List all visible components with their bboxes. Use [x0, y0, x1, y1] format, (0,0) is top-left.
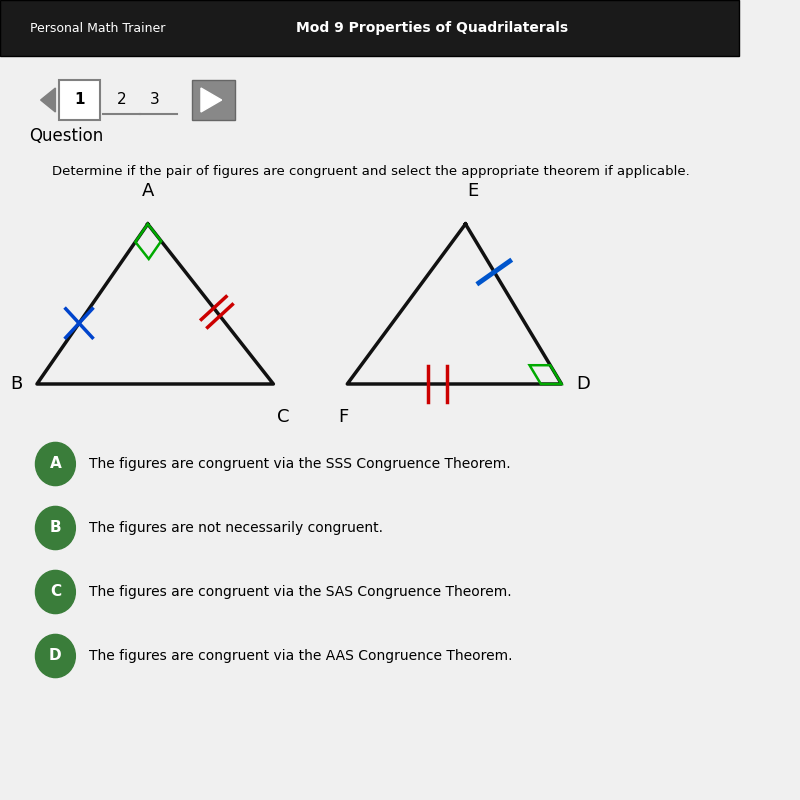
- Text: Personal Math Trainer: Personal Math Trainer: [30, 22, 165, 34]
- Text: A: A: [142, 182, 154, 200]
- Polygon shape: [201, 88, 222, 112]
- Text: 1: 1: [74, 93, 85, 107]
- Text: Question: Question: [30, 127, 104, 145]
- Text: The figures are not necessarily congruent.: The figures are not necessarily congruen…: [89, 521, 382, 535]
- Text: 3: 3: [150, 93, 160, 107]
- Text: A: A: [50, 457, 62, 471]
- Text: D: D: [576, 375, 590, 393]
- Text: C: C: [277, 408, 290, 426]
- Text: The figures are congruent via the SSS Congruence Theorem.: The figures are congruent via the SSS Co…: [89, 457, 510, 471]
- Text: 2: 2: [117, 93, 126, 107]
- Circle shape: [35, 442, 75, 486]
- Text: F: F: [338, 408, 349, 426]
- Text: The figures are congruent via the SAS Congruence Theorem.: The figures are congruent via the SAS Co…: [89, 585, 511, 599]
- Circle shape: [35, 570, 75, 614]
- FancyBboxPatch shape: [192, 80, 235, 120]
- FancyBboxPatch shape: [0, 0, 739, 56]
- Polygon shape: [41, 88, 55, 112]
- Text: D: D: [49, 649, 62, 663]
- Text: Mod 9 Properties of Quadrilaterals: Mod 9 Properties of Quadrilaterals: [295, 21, 568, 35]
- Text: E: E: [467, 182, 478, 200]
- Text: C: C: [50, 585, 61, 599]
- Text: The figures are congruent via the AAS Congruence Theorem.: The figures are congruent via the AAS Co…: [89, 649, 512, 663]
- Text: B: B: [10, 375, 22, 393]
- Text: Determine if the pair of figures are congruent and select the appropriate theore: Determine if the pair of figures are con…: [52, 166, 690, 178]
- FancyBboxPatch shape: [59, 80, 100, 120]
- Circle shape: [35, 506, 75, 550]
- Circle shape: [35, 634, 75, 678]
- Text: B: B: [50, 521, 62, 535]
